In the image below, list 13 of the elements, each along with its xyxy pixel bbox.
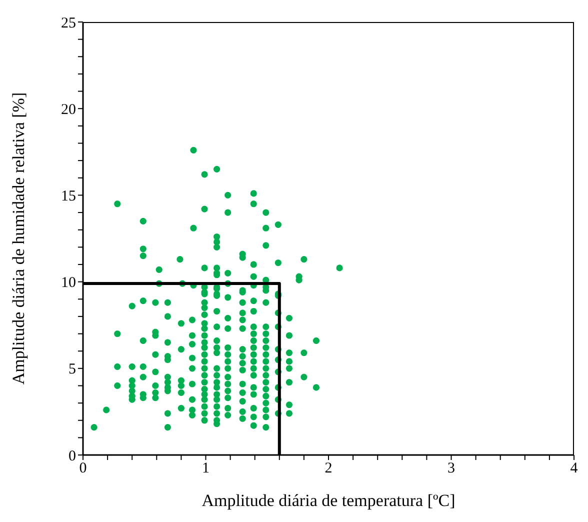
y-tick-label: 20: [61, 102, 76, 118]
y-tick-label: 5: [68, 362, 76, 378]
x-tick-label: 1: [202, 460, 210, 477]
y-tick-label: 15: [61, 188, 76, 205]
x-tick-label: 0: [79, 460, 87, 477]
y-tick-label: 10: [61, 275, 76, 292]
y-axis-title: Amplitude diária de humidade relativa [%]: [9, 92, 28, 385]
y-tick-label: 0: [68, 448, 76, 464]
x-tick-label: 2: [324, 460, 332, 477]
x-axis-title: Amplitude diária de temperatura [ºC]: [202, 491, 456, 510]
x-tick-label: 4: [570, 460, 578, 477]
y-tick-label: 25: [61, 15, 76, 32]
x-tick-label: 3: [448, 460, 455, 477]
